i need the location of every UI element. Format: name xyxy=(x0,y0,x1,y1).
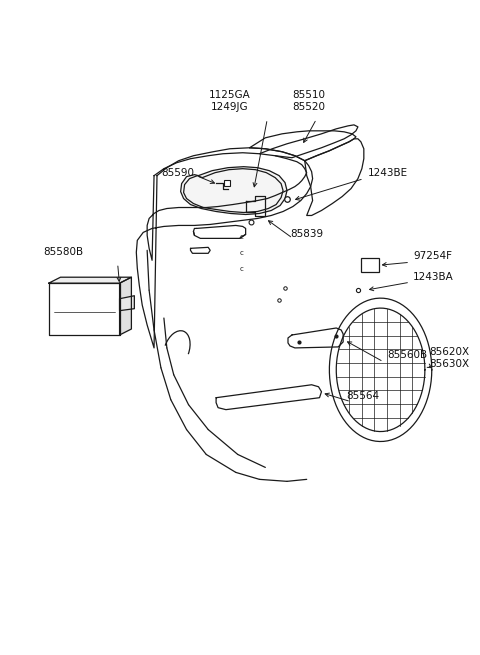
Text: 85590: 85590 xyxy=(161,168,194,178)
Text: 1243BA: 1243BA xyxy=(413,272,454,282)
Polygon shape xyxy=(216,384,322,409)
Text: 85620X
85630X: 85620X 85630X xyxy=(429,347,469,369)
Polygon shape xyxy=(48,277,132,283)
Text: 85580B: 85580B xyxy=(43,248,83,257)
Text: c: c xyxy=(240,250,244,256)
Bar xyxy=(361,258,379,272)
Text: 1243BE: 1243BE xyxy=(368,168,408,178)
Bar xyxy=(224,179,230,185)
Polygon shape xyxy=(120,296,134,310)
Polygon shape xyxy=(250,131,356,160)
Polygon shape xyxy=(305,139,364,215)
Text: c: c xyxy=(240,266,244,272)
Text: 85564: 85564 xyxy=(346,391,379,401)
Polygon shape xyxy=(193,225,246,238)
Polygon shape xyxy=(120,277,132,335)
Polygon shape xyxy=(191,248,210,253)
Text: c: c xyxy=(240,234,244,240)
Text: 85560B: 85560B xyxy=(387,350,428,360)
Polygon shape xyxy=(136,148,312,348)
Text: 85510
85520: 85510 85520 xyxy=(292,90,325,112)
Text: 85839: 85839 xyxy=(290,229,323,239)
Polygon shape xyxy=(180,166,287,214)
Text: 97254F: 97254F xyxy=(413,252,452,261)
Polygon shape xyxy=(288,328,343,348)
Polygon shape xyxy=(48,283,120,335)
Text: 1125GA
1249JG: 1125GA 1249JG xyxy=(209,90,251,112)
